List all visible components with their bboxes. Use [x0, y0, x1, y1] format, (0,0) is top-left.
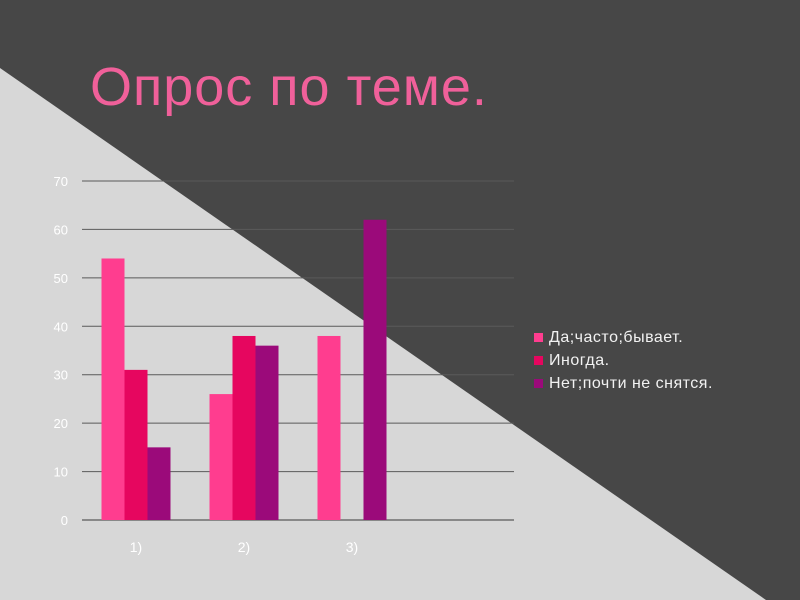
legend-swatch: [534, 333, 543, 342]
y-tick-label: 30: [54, 368, 68, 383]
bar: [101, 258, 125, 520]
legend-label: Нет;почти не снятся.: [549, 374, 713, 392]
legend-label: Иногда.: [549, 351, 610, 369]
bars: [101, 219, 387, 520]
y-tick-label: 50: [54, 271, 68, 286]
bar: [363, 219, 387, 520]
y-tick-label: 40: [54, 319, 68, 334]
slide-title: Опрос по теме.: [90, 57, 488, 117]
legend-item: Иногда.: [534, 349, 713, 372]
bar: [124, 369, 148, 520]
y-tick-label: 0: [61, 513, 68, 528]
y-tick-label: 70: [54, 174, 68, 189]
bar: [255, 345, 279, 520]
x-tick-label: 2): [238, 539, 250, 555]
legend-item: Да;часто;бывает.: [534, 326, 713, 349]
legend-swatch: [534, 356, 543, 365]
bar: [317, 335, 341, 520]
y-tick-label: 10: [54, 465, 68, 480]
legend-swatch: [534, 379, 543, 388]
x-tick-label: 3): [346, 539, 358, 555]
y-tick-label: 60: [54, 222, 68, 237]
x-axis-ticks: 1) 2) 3): [130, 539, 358, 555]
legend-item: Нет;почти не снятся.: [534, 372, 713, 395]
y-tick-label: 20: [54, 416, 68, 431]
bar: [147, 447, 171, 520]
bar: [232, 335, 256, 520]
y-axis-ticks: 0 10 20 30 40 50 60 70: [54, 174, 68, 528]
bar: [209, 394, 233, 520]
legend-label: Да;часто;бывает.: [549, 328, 684, 346]
chart-legend: Да;часто;бывает. Иногда. Нет;почти не сн…: [534, 326, 713, 395]
x-tick-label: 1): [130, 539, 142, 555]
